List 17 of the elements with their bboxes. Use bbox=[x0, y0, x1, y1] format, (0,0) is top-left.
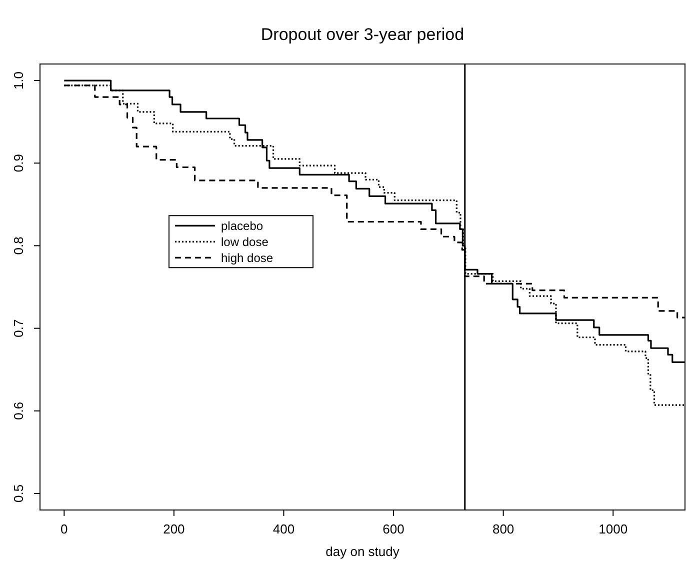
y-tick-label: 0.5 bbox=[11, 484, 26, 503]
y-tick-label: 0.6 bbox=[11, 402, 26, 420]
chart-title: Dropout over 3-year period bbox=[260, 25, 464, 44]
y-tick-label: 0.9 bbox=[11, 154, 26, 172]
x-tick-label: 0 bbox=[60, 521, 68, 536]
x-tick-label: 400 bbox=[272, 521, 295, 536]
y-tick-label: 1.0 bbox=[11, 71, 26, 90]
legend-label: high dose bbox=[221, 250, 274, 265]
x-tick-label: 800 bbox=[492, 521, 514, 536]
x-tick-label: 200 bbox=[163, 521, 185, 536]
y-tick-label: 0.7 bbox=[11, 319, 26, 338]
x-tick-label: 1000 bbox=[598, 521, 628, 536]
x-tick-label: 600 bbox=[382, 521, 404, 536]
x-axis-title: day on study bbox=[326, 544, 400, 559]
y-tick-label: 0.8 bbox=[11, 236, 26, 255]
legend-label: low dose bbox=[221, 234, 269, 249]
legend-label: placebo bbox=[221, 218, 264, 233]
